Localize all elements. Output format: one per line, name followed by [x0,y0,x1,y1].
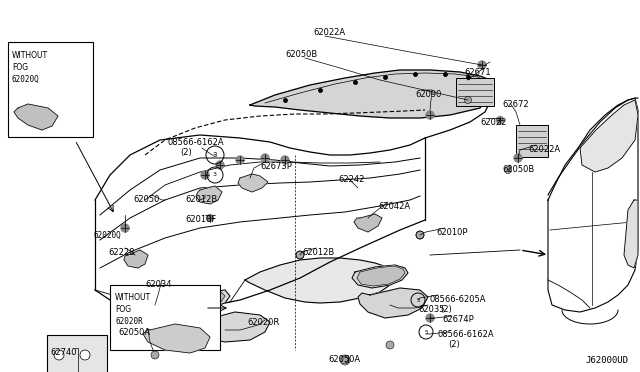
Circle shape [504,167,511,173]
Text: (2): (2) [448,340,460,349]
Text: 62090: 62090 [415,90,442,99]
Text: 08566-6205A: 08566-6205A [430,295,486,304]
Circle shape [416,231,424,239]
Text: (2): (2) [180,148,192,157]
Text: 5: 5 [424,330,428,334]
Text: 3: 3 [213,173,217,177]
Circle shape [497,116,504,124]
Text: 62022A: 62022A [528,145,560,154]
Text: 62050: 62050 [133,195,159,204]
Text: 62010F: 62010F [185,215,216,224]
Polygon shape [238,174,268,192]
Text: 62010P: 62010P [436,228,467,237]
Text: 62034: 62034 [145,280,172,289]
Polygon shape [250,70,490,118]
Circle shape [341,356,349,364]
Text: (2): (2) [440,305,452,314]
Text: 62020Q: 62020Q [93,231,121,240]
Text: 62020Q: 62020Q [12,75,40,84]
Polygon shape [354,214,382,232]
Circle shape [216,161,224,169]
Text: 62671: 62671 [464,68,491,77]
Text: WITHOUT: WITHOUT [115,293,151,302]
Circle shape [80,350,90,360]
Circle shape [207,215,214,221]
Polygon shape [357,266,405,286]
Polygon shape [192,312,270,342]
Text: 62242: 62242 [338,175,364,184]
Polygon shape [196,186,222,204]
Circle shape [121,224,129,232]
Polygon shape [143,324,210,353]
Text: 08566-6162A: 08566-6162A [438,330,495,339]
Text: 62022A: 62022A [313,28,345,37]
Bar [47,335,107,372]
Text: 62012B: 62012B [302,248,334,257]
Text: 62042A: 62042A [378,202,410,211]
Text: FOG: FOG [12,63,28,72]
Text: J62000UD: J62000UD [585,356,628,365]
Circle shape [151,351,159,359]
Text: 62740: 62740 [50,348,77,357]
Polygon shape [163,290,230,310]
Bar [110,285,220,350]
Text: 08566-6162A: 08566-6162A [168,138,225,147]
Text: 62228: 62228 [108,248,134,257]
Bar [456,78,494,106]
Circle shape [426,314,434,322]
Circle shape [261,154,269,162]
Circle shape [201,171,209,179]
Polygon shape [245,258,395,303]
Polygon shape [580,100,638,172]
Text: 62035: 62035 [418,305,445,314]
Circle shape [465,96,472,103]
Text: 62673P: 62673P [260,162,292,171]
Polygon shape [124,250,148,268]
Polygon shape [352,265,408,288]
Text: 62020R: 62020R [115,317,143,326]
Circle shape [386,341,394,349]
Bar [8,42,93,137]
Text: 3: 3 [212,152,217,158]
Polygon shape [142,300,170,322]
Polygon shape [624,200,638,268]
Circle shape [296,251,304,259]
Circle shape [54,350,64,360]
Text: FOG: FOG [115,305,131,314]
Text: 62672: 62672 [502,100,529,109]
Text: 62050B: 62050B [285,50,317,59]
Text: 5: 5 [416,298,420,302]
Polygon shape [358,288,428,318]
Text: 62050B: 62050B [502,165,534,174]
Text: 62674P: 62674P [442,315,474,324]
Text: 62050A: 62050A [118,328,150,337]
Polygon shape [167,291,225,308]
Bar [516,125,548,157]
Circle shape [478,61,486,69]
Text: 62022: 62022 [480,118,506,127]
Circle shape [514,154,522,162]
Circle shape [426,111,434,119]
Polygon shape [548,98,638,312]
Text: 62020R: 62020R [247,318,279,327]
Circle shape [236,156,244,164]
Text: WITHOUT: WITHOUT [12,51,48,60]
Text: 62050A: 62050A [328,355,360,364]
Polygon shape [14,104,58,130]
Text: 62012B: 62012B [185,195,217,204]
Circle shape [281,156,289,164]
